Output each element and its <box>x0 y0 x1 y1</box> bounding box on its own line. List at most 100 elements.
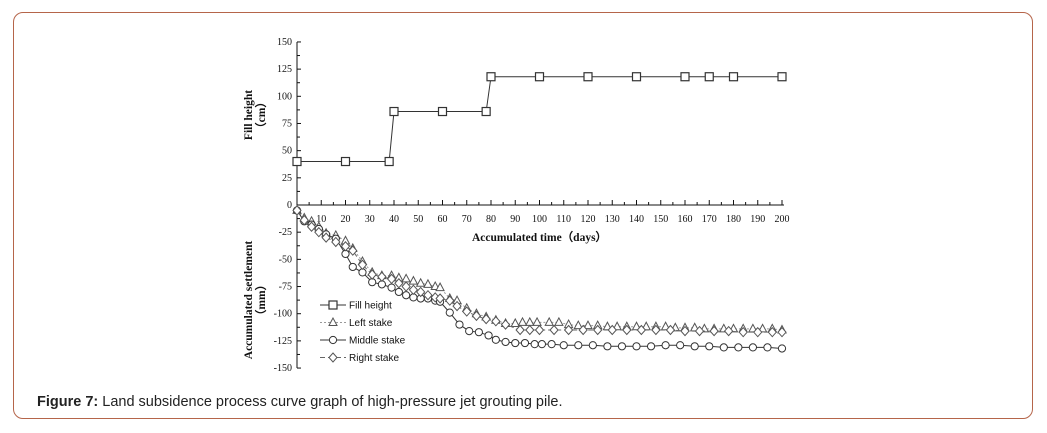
caption-label: Figure 7: <box>37 394 99 410</box>
right-stake-point <box>321 232 331 243</box>
right-stake-point <box>709 325 719 337</box>
x-tick-label: 10 <box>316 214 326 225</box>
right-stake-point <box>377 271 387 282</box>
fill-height-point <box>728 72 739 82</box>
legend-marker-right-stake <box>328 352 338 363</box>
right-stake-point <box>767 326 777 338</box>
x-tick-label: 140 <box>629 214 644 225</box>
middle-stake-point <box>501 337 510 347</box>
right-stake-point <box>651 324 661 336</box>
left-stake-point <box>583 320 593 330</box>
caption-text: Land subsidence process curve graph of h… <box>98 394 563 410</box>
middle-stake-point <box>491 335 500 344</box>
right-stake-point <box>680 325 690 337</box>
right-stake-point <box>549 324 559 336</box>
y-axis-label-unit: （cm） <box>254 96 268 134</box>
right-stake-point <box>636 324 647 336</box>
x-axis-label: Accumulated time（days） <box>472 230 607 244</box>
legend-marker-middle-stake <box>328 335 338 345</box>
middle-stake-point <box>520 338 530 348</box>
right-stake-point <box>777 326 787 338</box>
left-stake-point <box>423 278 433 288</box>
legend-label-middle-stake: Middle stake <box>349 336 406 347</box>
left-stake-point <box>573 320 584 330</box>
x-tick-label: 40 <box>389 214 399 225</box>
right-stake-point <box>292 205 302 216</box>
left-stake-point <box>524 316 535 326</box>
fill-height-line <box>297 76 782 163</box>
legend-label-right-stake: Right stake <box>349 353 399 364</box>
right-stake-point <box>331 236 341 248</box>
legend-label-left-stake: Left stake <box>349 318 393 329</box>
right-stake-point <box>563 324 574 336</box>
right-stake-point <box>525 324 535 336</box>
middle-stake-point <box>763 343 772 352</box>
y-tick-label-top: 100 <box>277 91 292 102</box>
middle-stake-point <box>484 331 493 340</box>
middle-stake-point <box>588 341 597 350</box>
right-stake-point <box>299 214 309 226</box>
right-stake-point <box>445 295 455 306</box>
x-tick-label: 110 <box>556 214 571 225</box>
y-tick-label-top: 125 <box>277 64 292 75</box>
middle-stake-point <box>646 342 656 351</box>
middle-stake-point <box>445 308 454 317</box>
left-stake-point <box>544 316 555 326</box>
middle-stake-point <box>559 341 568 350</box>
right-stake-point <box>515 324 525 336</box>
left-stake-point <box>408 275 419 285</box>
figure-frame <box>13 12 1033 419</box>
middle-stake-point <box>387 283 396 292</box>
x-tick-label: 50 <box>413 214 423 225</box>
right-stake-point <box>622 324 632 336</box>
x-tick-label: 100 <box>532 214 547 225</box>
middle-stake-point <box>574 341 583 350</box>
fill-height-point <box>389 106 399 117</box>
middle-stake-point <box>348 262 357 272</box>
y-tick-label-bottom: -25 <box>279 227 292 238</box>
left-stake-point <box>401 273 411 283</box>
middle-stake-point <box>661 341 670 350</box>
y-tick-label-top: 75 <box>282 118 292 129</box>
right-stake-point <box>367 269 377 280</box>
y-tick-label-top: 150 <box>277 37 292 48</box>
x-tick-label: 190 <box>750 214 765 225</box>
middle-stake-point <box>632 342 641 351</box>
fill-height-point <box>292 156 302 167</box>
middle-stake-point <box>719 343 728 352</box>
x-tick-label: 160 <box>678 214 693 225</box>
right-stake-point <box>462 306 472 317</box>
right-stake-point <box>593 324 603 336</box>
legend-label-fill-height: Fill height <box>349 301 392 312</box>
left-stake-point <box>554 316 564 326</box>
x-tick-label: 70 <box>462 214 472 225</box>
x-tick-label: 20 <box>341 214 351 225</box>
middle-stake-point <box>676 341 685 350</box>
fill-height-point <box>437 106 448 117</box>
y-tick-label-bottom: -50 <box>279 254 292 265</box>
left-stake-point <box>517 316 528 326</box>
y-axis-label: Accumulated settlement <box>243 241 255 360</box>
middle-stake-point <box>777 344 787 353</box>
middle-stake-point <box>537 340 547 349</box>
middle-stake-point <box>734 343 743 352</box>
y-tick-label-bottom: -125 <box>274 336 292 347</box>
fill-height-point <box>481 106 491 117</box>
right-stake-point <box>435 293 445 304</box>
right-stake-point <box>738 326 748 338</box>
y-axis-label-unit: （mm） <box>254 279 268 321</box>
fill-height-point <box>340 156 351 167</box>
right-stake-point <box>500 319 511 330</box>
left-stake-point <box>510 317 521 327</box>
y-tick-label-top: 0 <box>287 200 292 211</box>
middle-stake-point <box>617 342 627 351</box>
legend-marker-left-stake <box>328 316 338 326</box>
right-stake-line <box>296 210 782 333</box>
middle-stake-point <box>394 287 403 297</box>
right-stake-point <box>452 300 462 312</box>
left-stake-point <box>532 316 542 326</box>
left-stake-point <box>757 323 768 333</box>
middle-stake-point <box>690 342 699 351</box>
y-tick-label-bottom: -75 <box>279 282 292 293</box>
